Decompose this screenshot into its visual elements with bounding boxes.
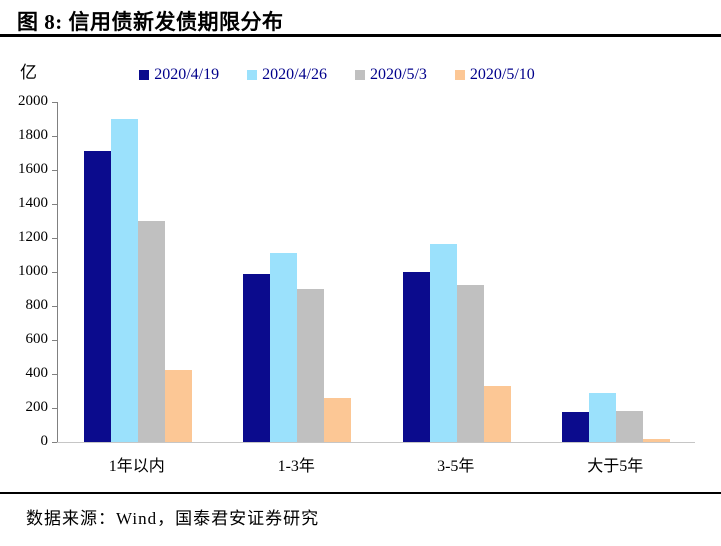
bar-2020/5/10-1-3年 (324, 397, 352, 442)
x-axis-label: 3-5年 (437, 458, 475, 475)
bar-2020/5/10-3-5年 (483, 385, 511, 442)
y-tick-label: 200 (25, 399, 49, 415)
legend-item: 2020/4/19 (139, 66, 219, 84)
y-tick-mark (52, 408, 57, 409)
bar-2020/4/26-3-5年 (429, 243, 457, 442)
legend-label: 2020/5/3 (370, 66, 427, 83)
plot-area (57, 102, 696, 442)
y-tick-label: 1000 (18, 263, 48, 279)
y-tick-mark (52, 170, 57, 171)
bar-group (537, 102, 697, 442)
y-tick-label: 400 (25, 365, 49, 381)
x-axis-line (57, 442, 695, 443)
x-axis-label: 1年以内 (108, 458, 165, 475)
title-divider (0, 34, 721, 37)
y-axis-unit-label: 亿 (20, 63, 37, 82)
figure-title: 图 8: 信用债新发债期限分布 (17, 10, 284, 34)
bar-2020/4/19-大于5年 (562, 412, 590, 442)
y-tick-label: 2000 (18, 93, 48, 109)
bar-2020/4/19-1年以内 (83, 151, 111, 442)
y-tick-mark (52, 102, 57, 103)
y-tick-mark (52, 340, 57, 341)
data-source-note: 数据来源：Wind，国泰君安证券研究 (26, 509, 320, 528)
legend-item: 2020/5/10 (454, 66, 535, 84)
bar-2020/4/26-大于5年 (589, 392, 617, 442)
legend-item: 2020/4/26 (247, 66, 327, 84)
chart-legend: 2020/4/19 2020/4/26 2020/5/3 2020/5/10 (57, 66, 617, 84)
legend-swatch-icon (139, 70, 150, 80)
y-tick-label: 1200 (18, 229, 48, 245)
legend-swatch-icon (355, 70, 365, 80)
y-tick-label: 600 (25, 331, 49, 347)
y-tick-mark (52, 306, 57, 307)
x-axis-label: 大于5年 (587, 458, 644, 475)
y-tick-label: 0 (40, 433, 49, 449)
x-axis-label: 1-3年 (277, 458, 315, 475)
y-tick-mark (52, 136, 57, 137)
y-tick-mark (52, 374, 57, 375)
legend-label: 2020/4/26 (262, 66, 327, 83)
bar-2020/4/26-1年以内 (110, 119, 138, 442)
legend-label: 2020/4/19 (154, 66, 220, 83)
y-tick-mark (52, 442, 57, 443)
bar-2020/5/3-1年以内 (137, 221, 165, 442)
y-tick-label: 1800 (18, 127, 48, 143)
y-tick-label: 800 (25, 297, 49, 313)
y-tick-mark (52, 272, 57, 273)
bar-2020/5/10-大于5年 (643, 438, 671, 442)
legend-label: 2020/5/10 (469, 66, 535, 83)
bar-group (58, 102, 218, 442)
y-tick-mark (52, 204, 57, 205)
y-tick-mark (52, 238, 57, 239)
bar-2020/5/3-3-5年 (456, 284, 484, 442)
legend-item: 2020/5/3 (355, 66, 427, 84)
bar-2020/5/3-1-3年 (297, 289, 325, 442)
bar-2020/5/10-1年以内 (164, 369, 192, 442)
bar-2020/4/19-3-5年 (402, 272, 430, 442)
bar-2020/4/26-1-3年 (270, 253, 298, 442)
bar-2020/4/19-1-3年 (243, 273, 271, 442)
bar-2020/5/3-大于5年 (616, 410, 644, 442)
legend-swatch-icon (454, 70, 465, 80)
y-tick-label: 1600 (18, 161, 48, 177)
bar-group (218, 102, 378, 442)
bar-group (377, 102, 537, 442)
footer-divider (0, 492, 721, 494)
y-tick-label: 1400 (18, 195, 48, 211)
legend-swatch-icon (247, 70, 258, 80)
